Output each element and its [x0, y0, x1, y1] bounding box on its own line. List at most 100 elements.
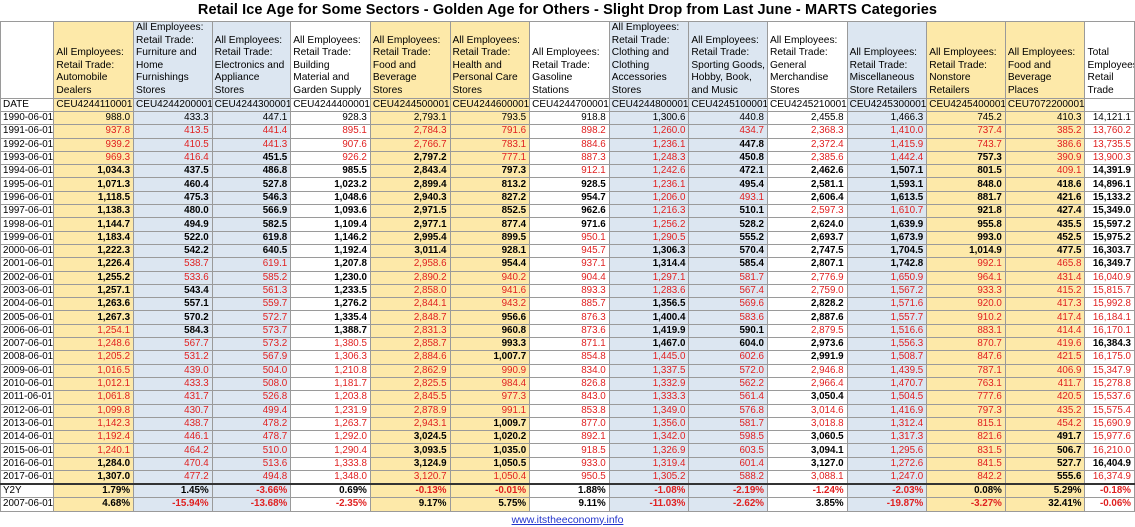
- table-cell: 1,236.1: [608, 177, 690, 192]
- table-cell: 477.5: [1004, 243, 1086, 259]
- table-cell: 2,844.1: [369, 297, 451, 312]
- table-cell: 619.1: [211, 257, 292, 272]
- table-cell: 907.6: [290, 137, 371, 152]
- table-cell: 1,306.3: [290, 350, 371, 365]
- table-cell: 940.2: [449, 270, 531, 285]
- table-cell: 2,784.3: [369, 124, 451, 139]
- table-cell: 842.2: [926, 470, 1006, 485]
- table-cell: 409.1: [1004, 164, 1086, 179]
- summary-cell: 9.11%: [529, 497, 610, 512]
- table-cell: 494.9: [133, 217, 213, 232]
- column-header: All Employees: Retail Trade: Nonstore Re…: [926, 21, 1006, 99]
- summary-cell: -15.94%: [133, 497, 213, 512]
- table-row: 2002-06-01 1,255.2 533.6 585.2 1,230.0 2,890.…: [0, 270, 1135, 285]
- table-cell: 933.0: [529, 456, 610, 472]
- table-cell: 1,410.0: [846, 124, 928, 139]
- table-cell: 2,807.1: [767, 257, 848, 272]
- table-cell: 877.0: [529, 416, 610, 432]
- table-cell: 1,210.8: [290, 363, 371, 378]
- table-cell: 993.0: [926, 230, 1006, 245]
- table-cell: 1,138.3: [53, 204, 135, 219]
- table-cell: 421.6: [1004, 190, 1086, 206]
- table-cell: 1,507.1: [846, 164, 928, 179]
- column-header: All Employees: Retail Trade: Furniture a…: [133, 21, 213, 99]
- table-cell: 2,385.6: [767, 150, 848, 166]
- table-cell: 877.4: [449, 217, 531, 232]
- table-cell: 2,995.4: [369, 230, 451, 245]
- table-cell: 899.5: [449, 230, 531, 245]
- series-code: CEU4244400001: [290, 98, 371, 112]
- table-cell: 1,012.1: [53, 376, 135, 392]
- table-cell: 1,508.7: [846, 350, 928, 365]
- table-cell: 813.2: [449, 177, 531, 192]
- table-cell: 16,303.7: [1084, 243, 1135, 259]
- row-date: 1995-06-01: [0, 177, 55, 192]
- table-cell: 567.9: [211, 350, 292, 365]
- table-cell: 815.1: [926, 416, 1006, 432]
- table-cell: 954.7: [529, 190, 610, 206]
- table-cell: 590.1: [688, 323, 768, 339]
- table-cell: 602.6: [688, 350, 768, 365]
- table-cell: 988.0: [53, 110, 135, 126]
- table-cell: 1,284.0: [53, 456, 135, 472]
- table-cell: 15,537.6: [1084, 390, 1135, 405]
- table-cell: 531.2: [133, 350, 213, 365]
- table-cell: 1,610.7: [846, 204, 928, 219]
- summary-cell: -0.06%: [1084, 497, 1135, 512]
- table-row: 2013-06-01 1,142.3 438.7 478.2 1,263.7 2,943.…: [0, 416, 1135, 432]
- table-cell: 588.2: [688, 470, 768, 485]
- series-code: [1084, 98, 1135, 112]
- table-row: 2008-06-01 1,205.2 531.2 567.9 1,306.3 2,884.…: [0, 350, 1135, 365]
- table-cell: 1,071.3: [53, 177, 135, 192]
- table-cell: 1,470.7: [846, 376, 928, 392]
- summary-cell: 3.85%: [767, 497, 848, 512]
- table-cell: 928.5: [529, 177, 610, 192]
- table-cell: 1,439.5: [846, 363, 928, 378]
- table-cell: 1,380.5: [290, 337, 371, 352]
- table-cell: 954.4: [449, 257, 531, 272]
- series-code: CEU4245400001: [926, 98, 1006, 112]
- table-cell: 1,016.5: [53, 363, 135, 378]
- table-cell: 1,332.9: [608, 376, 690, 392]
- table-cell: 603.5: [688, 443, 768, 458]
- table-cell: 763.1: [926, 376, 1006, 392]
- table-cell: 533.6: [133, 270, 213, 285]
- row-date: 2012-06-01: [0, 403, 55, 418]
- summary-cell: -3.27%: [926, 497, 1006, 512]
- series-code: CEU4245210001: [767, 98, 848, 112]
- table-cell: 440.8: [688, 110, 768, 126]
- table-cell: 573.7: [211, 323, 292, 339]
- table-cell: 1,231.9: [290, 403, 371, 418]
- row-date: 1992-06-01: [0, 137, 55, 152]
- table-cell: 941.6: [449, 283, 531, 299]
- table-cell: 15,347.9: [1084, 363, 1135, 378]
- table-row: 2012-06-01 1,099.8 430.7 499.4 1,231.9 2,878.…: [0, 403, 1135, 418]
- table-cell: 480.0: [133, 204, 213, 219]
- row-date: 2004-06-01: [0, 297, 55, 312]
- footer-link[interactable]: www.itstheeconomy.info: [511, 513, 624, 526]
- series-code: CEU4245300001: [846, 98, 928, 112]
- header-corner: [0, 21, 55, 99]
- table-cell: 598.5: [688, 430, 768, 445]
- table-cell: 16,374.9: [1084, 470, 1135, 485]
- table-cell: 2,766.7: [369, 137, 451, 152]
- table-cell: 572.0: [688, 363, 768, 378]
- row-date: 2006-06-01: [0, 323, 55, 339]
- table-cell: 1,206.0: [608, 190, 690, 206]
- table-cell: 870.7: [926, 337, 1006, 352]
- table-cell: 572.7: [211, 310, 292, 325]
- table-cell: 920.0: [926, 297, 1006, 312]
- table-cell: 1,571.6: [846, 297, 928, 312]
- table-cell: 14,391.9: [1084, 164, 1135, 179]
- table-cell: 441.3: [211, 137, 292, 152]
- table-cell: 581.7: [688, 416, 768, 432]
- table-cell: 1,348.0: [290, 470, 371, 485]
- series-code: CEU4244600001: [449, 98, 531, 112]
- summary-cell: 1.88%: [529, 483, 610, 498]
- page-title: Retail Ice Age for Some Sectors - Golden…: [197, 2, 938, 18]
- table-cell: 491.7: [1004, 430, 1086, 445]
- table-row: 2003-06-01 1,257.1 543.4 561.3 1,233.5 2,858.…: [0, 283, 1135, 299]
- table-cell: 1,230.0: [290, 270, 371, 285]
- table-cell: 15,975.2: [1084, 230, 1135, 245]
- table-cell: 527.8: [211, 177, 292, 192]
